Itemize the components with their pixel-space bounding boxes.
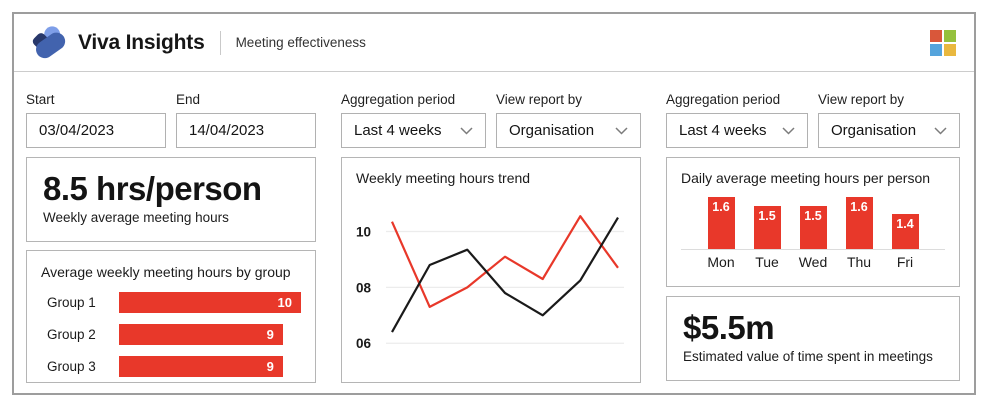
meeting-value-caption: Estimated value of time spent in meeting… (683, 349, 933, 364)
weekly-hours-value: 8.5 hrs/person (43, 170, 262, 207)
trend-chart-title: Weekly meeting hours trend (356, 170, 531, 186)
view-report-label: View report by (496, 92, 583, 107)
left-column: Start End 8.5 hrs/person Weekly average … (26, 92, 316, 383)
day-label: Fri (896, 254, 914, 270)
group-bar: 9 (119, 356, 283, 377)
day-label: Tue (755, 254, 779, 270)
weekly-trend-plot: 10 08 06 (356, 215, 624, 351)
chevron-down-icon (934, 126, 947, 135)
x-axis-baseline (681, 249, 945, 250)
microsoft-logo-icon[interactable] (930, 29, 956, 56)
meeting-value-metric-card: $5.5m Estimated value of time spent in m… (666, 296, 960, 381)
view-report-selected-value: Organisation (509, 122, 595, 139)
end-date-field: End (176, 92, 316, 148)
view-report-select[interactable]: Organisation (496, 113, 641, 148)
dashboard-panel: Viva Insights Meeting effectiveness Star… (12, 12, 976, 395)
group-row: Group 1 10 (41, 292, 301, 313)
brand: Viva Insights (30, 24, 205, 62)
day-bar: 1.6 (845, 197, 873, 249)
view-report-select-right[interactable]: Organisation (818, 113, 960, 148)
svg-text:10: 10 (356, 225, 371, 240)
weekly-hours-caption: Weekly average meeting hours (43, 210, 229, 225)
group-bar-value: 9 (266, 327, 274, 342)
aggregation-select[interactable]: Last 4 weeks (341, 113, 486, 148)
ms-square-red (930, 29, 942, 42)
meeting-value: $5.5m (683, 309, 775, 346)
day-bar-value: 1.5 (758, 209, 776, 223)
day-bar-value: 1.5 (804, 209, 822, 223)
group-bar: 10 (119, 292, 301, 313)
group-chart-title: Average weekly meeting hours by group (41, 264, 291, 280)
group-row: Group 2 9 (41, 324, 301, 345)
group-label: Group 3 (47, 359, 96, 374)
day-label: Thu (846, 254, 872, 270)
group-row: Group 3 9 (41, 356, 301, 377)
daily-hours-chart-card: Daily average meeting hours per person 1… (666, 157, 960, 287)
start-date-field: Start (26, 92, 166, 148)
view-report-label: View report by (818, 92, 905, 107)
aggregation-selected-value: Last 4 weeks (354, 122, 442, 139)
day-bar: 1.5 (753, 206, 781, 249)
trend-line-series-black (391, 217, 619, 333)
chevron-down-icon (782, 126, 795, 135)
group-label: Group 2 (47, 327, 96, 342)
middle-filter-row: Aggregation period Last 4 weeks View rep… (341, 92, 641, 148)
header-divider (219, 30, 221, 55)
day-label: Wed (798, 254, 828, 270)
day-label: Mon (707, 254, 735, 270)
end-date-label: End (176, 92, 201, 107)
app-name: Viva Insights (78, 30, 205, 54)
aggregation-field-right: Aggregation period Last 4 weeks (666, 92, 808, 148)
aggregation-field: Aggregation period Last 4 weeks (341, 92, 486, 148)
end-date-input[interactable] (176, 113, 316, 148)
group-chart: Group 1 10 Group 2 9 (41, 292, 301, 377)
day-bar: 1.6 (707, 197, 735, 249)
trend-line-series-red (390, 215, 619, 309)
start-date-label: Start (26, 92, 55, 107)
group-bar-value: 10 (277, 295, 292, 310)
header: Viva Insights Meeting effectiveness (14, 14, 974, 72)
day-bar-value: 1.6 (850, 200, 868, 214)
view-report-field: View report by Organisation (496, 92, 641, 148)
view-report-field-right: View report by Organisation (818, 92, 960, 148)
page-title: Meeting effectiveness (235, 35, 366, 50)
viva-insights-logo-icon (32, 25, 66, 58)
right-column: Aggregation period Last 4 weeks View rep… (666, 92, 960, 383)
daily-chart: 1.6 1.5 1.5 1.6 1.4 Mon Tue Wed Thu Fri (681, 196, 945, 270)
svg-text:08: 08 (356, 280, 372, 295)
day-bar-value: 1.4 (896, 217, 914, 231)
main-content: Start End 8.5 hrs/person Weekly average … (14, 72, 974, 383)
aggregation-label: Aggregation period (341, 92, 456, 107)
svg-text:06: 06 (356, 336, 372, 351)
day-bar-value: 1.6 (712, 200, 730, 214)
ms-square-blue (930, 43, 942, 56)
chevron-down-icon (460, 126, 473, 135)
start-date-input[interactable] (26, 113, 166, 148)
group-bar-value: 9 (266, 359, 274, 374)
right-filter-row: Aggregation period Last 4 weeks View rep… (666, 92, 960, 148)
day-bar: 1.4 (891, 214, 919, 249)
weekly-trend-chart-card: Weekly meeting hours trend 10 08 06 (341, 157, 641, 383)
daily-chart-title: Daily average meeting hours per person (681, 170, 931, 186)
ms-square-yellow (944, 43, 956, 56)
view-report-selected-value: Organisation (831, 122, 917, 139)
aggregation-selected-value: Last 4 weeks (679, 122, 767, 139)
middle-column: Aggregation period Last 4 weeks View rep… (341, 92, 641, 383)
aggregation-select-right[interactable]: Last 4 weeks (666, 113, 808, 148)
chevron-down-icon (615, 126, 628, 135)
ms-square-green (944, 29, 956, 42)
day-bar: 1.5 (799, 206, 827, 249)
date-filter-row: Start End (26, 92, 316, 148)
group-bar: 9 (119, 324, 283, 345)
weekly-hours-metric-card: 8.5 hrs/person Weekly average meeting ho… (26, 157, 316, 242)
group-label: Group 1 (47, 295, 96, 310)
group-hours-chart-card: Average weekly meeting hours by group Gr… (26, 250, 316, 383)
aggregation-label: Aggregation period (666, 92, 781, 107)
